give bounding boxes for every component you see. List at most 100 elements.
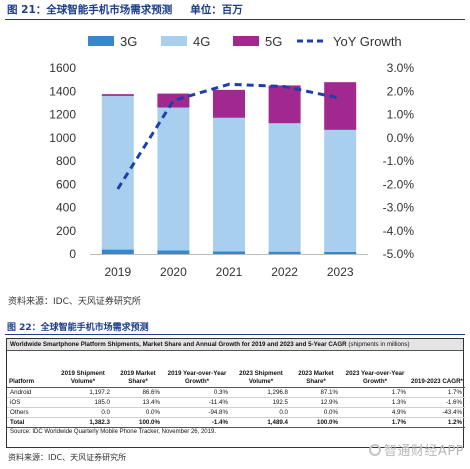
y-right-tick-label: -4.0%	[383, 224, 415, 238]
table-cell: -43.4%	[409, 407, 465, 418]
figure-1-title-text: 图 21：全球智能手机市场需求预测	[7, 4, 173, 16]
x-tick-label: 2019	[104, 265, 131, 279]
bar-5g-2021	[213, 89, 245, 118]
y-left-tick-label: 1200	[49, 108, 76, 122]
table-row: Android 1,197.2 86.6% 0.3% 1,296.8 87.1%…	[7, 387, 465, 398]
table-cell: 0.3%	[163, 387, 231, 398]
x-tick-label: 2020	[160, 265, 187, 279]
idc-table-box: Worldwide Smartphone Platform Shipments,…	[6, 338, 465, 448]
table-cell: 13.4%	[113, 397, 163, 408]
legend-label-yoy-growth: YoY Growth	[333, 34, 402, 49]
table-cell: 0.0%	[113, 407, 163, 418]
table-cell: 100.0%	[113, 416, 163, 428]
figure-1-source: 资料来源：IDC、天风证券研究所	[8, 297, 141, 307]
legend-swatch-4g	[161, 36, 187, 46]
legend-label-5g: 5G	[265, 34, 282, 49]
yoy-growth-line	[116, 82, 341, 190]
table-cell: -11.4%	[163, 397, 231, 408]
col-header-2019-growth: 2019 Year-over-Year Growth*	[163, 351, 231, 388]
bar-3g-2022	[268, 251, 301, 254]
table-cell: 1,197.2	[53, 387, 113, 398]
bar-5g-2020	[157, 93, 190, 108]
y-right-tick-label: -2.0%	[383, 177, 415, 191]
y-left-tick-label: 600	[56, 177, 76, 191]
legend-label-3g: 3G	[120, 34, 137, 49]
bar-4g-2021	[213, 117, 245, 252]
table-cell: -94.8%	[163, 407, 231, 418]
idc-table-header-row: Platform 2019 Shipment Volume* 2019 Mark…	[7, 351, 465, 388]
bar-3g-2021	[213, 251, 245, 254]
table-cell: 1,382.3	[53, 416, 113, 428]
col-header-2023-share: 2023 Market Share*	[291, 351, 341, 388]
y-right-tick-label: -1.0%	[383, 154, 415, 168]
table-cell: Android	[7, 387, 53, 398]
y-right-tick-label: 2.0%	[387, 84, 415, 98]
table-cell: -1.6%	[409, 397, 465, 408]
col-header-2023-volume: 2023 Shipment Volume*	[231, 351, 291, 388]
y-right-tick-label: 3.0%	[387, 61, 415, 75]
table-cell: 1.7%	[409, 387, 465, 398]
table-cell: 1,296.8	[231, 387, 291, 398]
table-cell: 1,489.4	[231, 416, 291, 428]
table-cell: 185.0	[53, 397, 113, 408]
legend-swatch-3g	[88, 36, 114, 46]
bar-5g-2019	[101, 94, 134, 96]
stacked-bar-chart: 0 200 400 600 800 1000 1200 1400 1600 -5.0% -4.0% -…	[49, 34, 415, 279]
idc-table-note: Source: IDC Worldwide Quarterly Mobile P…	[10, 428, 216, 435]
y-left-tick-label: 800	[56, 154, 76, 168]
table-cell: 0.0	[231, 407, 291, 418]
y-right-tick-label: -3.0%	[383, 201, 415, 215]
bar-5g-2022	[268, 85, 301, 124]
y-left-tick-label: 400	[56, 201, 76, 215]
table-cell: 1.3%	[341, 397, 409, 408]
legend-label-4g: 4G	[193, 34, 210, 49]
figure-2-source: 资料来源：IDC、天风证券研究所	[8, 453, 127, 462]
table-cell: 0.0%	[291, 407, 341, 418]
table-cell: 100.0%	[291, 416, 341, 428]
bar-3g-2023	[324, 251, 357, 254]
y-right-tick-label: 1.0%	[387, 108, 415, 122]
idc-table-title-text: Worldwide Smartphone Platform Shipments,…	[10, 341, 347, 348]
table-cell: Others	[7, 407, 53, 418]
table-cell: 12.9%	[291, 397, 341, 408]
col-header-2023-growth: 2023 Year-over-Year Growth*	[341, 351, 409, 388]
idc-table-title: Worldwide Smartphone Platform Shipments,…	[7, 339, 463, 351]
idc-table-title-unit: (shipments in millions)	[348, 341, 410, 348]
bar-3g-2020	[157, 250, 190, 254]
bar-4g-2019	[101, 95, 134, 250]
watermark-text: 智通财经APP	[383, 444, 464, 459]
figure-2-title: 图 22：全球智能手机市场需求预测	[5, 320, 465, 335]
y-left-tick-label: 200	[56, 224, 76, 238]
y-left-tick-label: 1400	[49, 84, 76, 98]
y-right-tick-label: 0.0%	[387, 131, 415, 145]
y-left-tick-label: 1600	[49, 61, 76, 75]
table-row: iOS 185.0 13.4% -11.4% 192.5 12.9% 1.3% …	[7, 397, 465, 408]
table-cell: 1.7%	[341, 416, 409, 428]
table-cell: 86.6%	[113, 387, 163, 398]
x-tick-label: 2023	[327, 265, 354, 279]
bar-4g-2020	[157, 107, 190, 251]
legend-swatch-5g	[233, 36, 259, 46]
table-cell: iOS	[7, 397, 53, 408]
table-cell: Total	[7, 416, 53, 428]
table-cell: 192.5	[231, 397, 291, 408]
bar-4g-2022	[268, 123, 301, 252]
y-right-tick-label: -5.0%	[383, 247, 415, 261]
watermark-logo-icon	[368, 444, 381, 456]
table-row: Others 0.0 0.0% -94.8% 0.0 0.0% 4.9% -43…	[7, 407, 465, 418]
x-tick-label: 2022	[271, 265, 298, 279]
table-cell: 1.2%	[409, 416, 465, 428]
bar-5g-2023	[324, 82, 357, 130]
bar-3g-2019	[101, 249, 134, 254]
x-tick-label: 2021	[216, 265, 243, 279]
y-left-tick-label: 0	[69, 247, 76, 261]
watermark: 智通财经APP	[368, 440, 464, 459]
figure-1-title: 图 21：全球智能手机市场需求预测 单位：百万	[5, 4, 465, 20]
col-header-2019-volume: 2019 Shipment Volume*	[53, 351, 113, 388]
table-cell: -1.4%	[163, 416, 231, 428]
bar-4g-2023	[324, 129, 357, 252]
y-left-tick-label: 1000	[49, 131, 76, 145]
col-header-platform: Platform	[7, 351, 53, 388]
figure-1-unit: 单位：百万	[190, 4, 243, 16]
col-header-cagr: 2019-2023 CAGR*	[409, 351, 465, 388]
